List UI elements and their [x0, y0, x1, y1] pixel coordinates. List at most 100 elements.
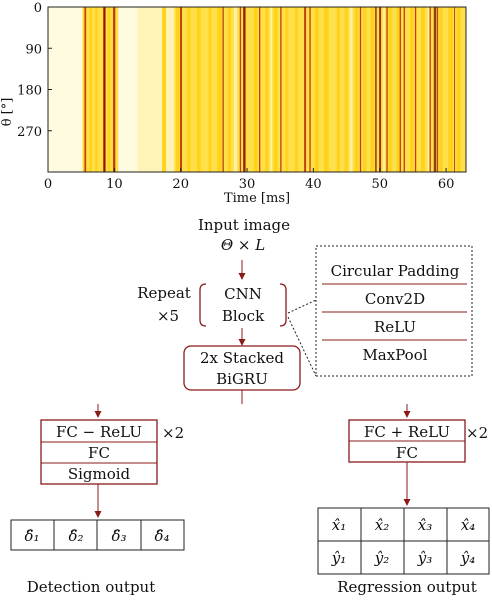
heatmap-light-band	[118, 7, 138, 172]
heatmap-mid-stripe	[370, 7, 375, 172]
heatmap-dark-stripe	[84, 7, 87, 172]
regression-head: FC + ReLU FC	[348, 419, 466, 463]
x-tick-label: 60	[438, 177, 455, 192]
cnn-block-line1: CNN	[224, 285, 262, 303]
heatmap-dark-stripe	[304, 7, 307, 172]
heatmap-mid-stripe	[89, 7, 92, 172]
heatmap-light-band	[137, 7, 175, 172]
heatmap-mid-stripe	[336, 7, 340, 172]
heatmap-dark-stripe	[222, 7, 224, 172]
delta-2: δ̂₂	[68, 527, 83, 545]
detection-fc: FC	[88, 444, 110, 462]
heatmap-panel: 0 90 180 270 0 10 20 30 40 50 60 θ [°] Time [ms]	[0, 1, 467, 206]
heatmap-mid-stripe	[196, 7, 201, 172]
detection-fc-relu: FC − ReLU	[56, 423, 142, 441]
heatmap-dark-stripe	[403, 7, 405, 172]
heatmap-dark-stripe	[359, 7, 362, 172]
heatmap-dark-stripe	[258, 7, 261, 172]
detection-output-table: δ̂₁ δ̂₂ δ̂₃ δ̂₄	[10, 519, 185, 551]
detection-sigmoid: Sigmoid	[68, 465, 131, 483]
repeat-label: Repeat	[137, 284, 191, 302]
heatmap-dark-stripe	[180, 7, 183, 172]
y-tick-label: 180	[17, 84, 42, 99]
regression-caption: Regression output	[337, 578, 476, 596]
heatmap-mid-stripe	[95, 7, 98, 172]
heatmap-mid-stripe	[294, 7, 299, 172]
bigru-line2: BiGRU	[216, 370, 268, 388]
x-hat-3: x̂₃	[418, 516, 432, 534]
heatmap-dark-stripe	[454, 7, 456, 172]
heatmap-dark-stripe	[239, 7, 242, 172]
layer-conv2d: Conv2D	[365, 290, 425, 308]
heatmap-mid-stripe	[410, 7, 414, 172]
x-hat-1: x̂₁	[332, 516, 346, 534]
heatmap-mid-stripe	[448, 7, 453, 172]
x-tick-label: 0	[44, 177, 52, 192]
layer-maxpool: MaxPool	[362, 346, 427, 364]
heatmap-mid-stripe	[208, 7, 212, 172]
input-title: Input image	[198, 216, 290, 234]
heatmap-light-stripe	[383, 7, 386, 172]
delta-4: δ̂₄	[154, 527, 169, 545]
layer-circular-padding: Circular Padding	[331, 262, 460, 280]
heatmap-mid-stripe	[324, 7, 329, 172]
repeat-count: ×5	[157, 307, 179, 325]
heatmap-dark-stripe	[113, 7, 116, 172]
x-axis: 0 10 20 30 40 50 60	[44, 168, 455, 192]
heatmap-mid-stripe	[285, 7, 289, 172]
cnn-layer-detail: Circular Padding Conv2D ReLU MaxPool	[287, 245, 473, 377]
heatmap-light-stripe	[270, 7, 273, 172]
y-hat-4: ŷ₄	[460, 549, 476, 567]
heatmap-mid-stripe	[162, 7, 167, 172]
heatmap-dark-stripe	[386, 7, 388, 172]
detection-head: FC − ReLU FC Sigmoid	[40, 419, 158, 485]
heatmap-light-band	[48, 7, 83, 172]
heatmap-core-stripe	[375, 7, 377, 172]
heatmap-core-stripe	[435, 7, 437, 172]
x-hat-4: x̂₄	[461, 516, 475, 534]
regression-multiplier: ×2	[466, 424, 488, 442]
heatmap-dark-stripe	[399, 7, 401, 172]
x-tick-label: 10	[106, 177, 123, 192]
heatmap-core-stripe	[433, 7, 435, 172]
heatmap-mid-stripe	[363, 7, 367, 172]
delta-3: δ̂₃	[111, 527, 126, 545]
cnn-block: CNN Block	[199, 283, 287, 327]
detection-caption: Detection output	[27, 578, 156, 596]
heatmap-dark-stripe	[309, 7, 311, 172]
heatmap-mid-stripe	[456, 7, 461, 172]
y-hat-3: ŷ₃	[417, 549, 433, 567]
cnn-detail-frame	[315, 245, 473, 377]
bigru-line1: 2x Stacked	[200, 349, 284, 367]
bigru-block: 2x Stacked BiGRU	[183, 345, 301, 391]
y-hat-1: ŷ₁	[331, 549, 347, 567]
heatmap-mid-stripe	[354, 7, 359, 172]
heatmap-mid-stripe	[107, 7, 111, 172]
heatmap-mid-stripe	[396, 7, 400, 172]
x-tick-label: 30	[239, 177, 256, 192]
regression-output-table: x̂₁ x̂₂ x̂₃ x̂₄ ŷ₁ ŷ₂ ŷ₃ ŷ₄	[317, 507, 490, 575]
cnn-block-line2: Block	[222, 307, 265, 325]
y-tick-label: 90	[25, 42, 42, 57]
detection-multiplier: ×2	[162, 424, 184, 442]
heatmap-mid-stripe	[264, 7, 269, 172]
detection-head-frame	[40, 419, 158, 485]
x-tick-label: 20	[172, 177, 189, 192]
y-axis-label: θ [°]	[0, 98, 15, 127]
heatmap-mid-stripe	[176, 7, 180, 172]
heatmap-core-stripe	[243, 7, 245, 172]
heatmap-dark-stripe	[429, 7, 431, 172]
heatmap-mid-stripe	[314, 7, 319, 172]
layer-relu: ReLU	[374, 318, 416, 336]
x-hat-2: x̂₂	[375, 516, 389, 534]
heatmap-mid-stripe	[439, 7, 443, 172]
x-tick-label: 40	[305, 177, 322, 192]
heatmap-light-stripe	[349, 7, 353, 172]
heatmap-mid-stripe	[344, 7, 348, 172]
heatmap-mid-stripe	[187, 7, 191, 172]
heatmap-mid-stripe	[388, 7, 392, 172]
heatmap-stripes	[48, 7, 461, 172]
heatmap-mid-stripe	[227, 7, 232, 172]
y-axis: 0 90 180 270	[17, 1, 52, 140]
